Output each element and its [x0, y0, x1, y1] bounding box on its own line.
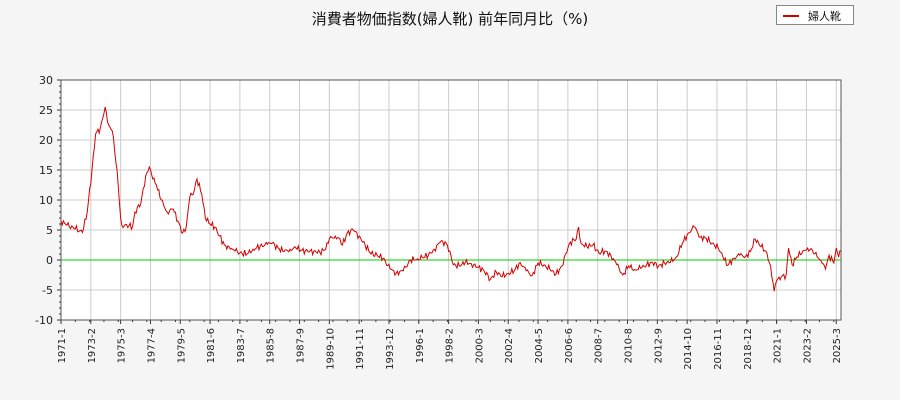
x-tick-label: 1998-2 — [445, 328, 456, 363]
x-tick-label: 1971-1 — [57, 328, 68, 363]
x-tick-label: 1979-5 — [176, 328, 187, 363]
x-tick-label: 2008-7 — [594, 328, 605, 363]
x-tick-label: 1973-2 — [87, 328, 98, 363]
x-tick-label: 2010-8 — [624, 328, 635, 363]
x-tick-label: 2012-9 — [653, 328, 664, 363]
plot-frame — [60, 79, 842, 321]
legend: 婦人靴 — [776, 5, 854, 25]
y-tick-label: -5 — [42, 284, 53, 297]
series-line-婦人靴 — [60, 106, 842, 292]
y-tick-label: 30 — [39, 74, 53, 87]
x-tick-label: 2018-12 — [743, 328, 754, 370]
x-tick-label: 2000-3 — [474, 328, 485, 363]
y-tick-label: 25 — [39, 104, 53, 117]
chart-title: 消費者物価指数(婦人靴) 前年同月比（%) — [311, 10, 589, 28]
x-tick-label: 2002-4 — [504, 328, 515, 363]
x-tick-label: 1983-7 — [236, 328, 247, 363]
x-tick-label: 2006-6 — [564, 328, 575, 363]
x-tick-label: 1991-11 — [355, 328, 366, 370]
x-tick-label: 1985-8 — [266, 328, 277, 363]
x-tick-label: 1975-3 — [117, 328, 128, 363]
x-tick-label: 2004-5 — [534, 328, 545, 363]
legend-swatch — [783, 15, 799, 17]
x-tick-label: 1996-1 — [415, 328, 426, 363]
x-tick-label: 2025-3 — [832, 328, 843, 363]
y-tick-label: 10 — [39, 194, 53, 207]
x-tick-label: 2021-1 — [773, 328, 784, 363]
x-tick-label: 1989-10 — [325, 328, 336, 370]
x-tick-label: 2016-11 — [713, 328, 724, 370]
x-tick-label: 1993-12 — [385, 328, 396, 370]
x-tick-label: 1981-6 — [206, 328, 217, 363]
y-tick-label: 20 — [39, 134, 53, 147]
x-tick-label: 1987-9 — [296, 328, 307, 363]
y-tick-label: 15 — [39, 164, 53, 177]
y-tick-label: -10 — [35, 314, 53, 327]
legend-label: 婦人靴 — [808, 10, 841, 23]
x-tick-label: 2023-2 — [802, 328, 813, 363]
y-tick-label: 5 — [46, 224, 53, 237]
x-tick-label: 1977-4 — [146, 328, 157, 363]
x-tick-label: 2014-10 — [683, 328, 694, 370]
y-tick-label: 0 — [46, 254, 53, 267]
